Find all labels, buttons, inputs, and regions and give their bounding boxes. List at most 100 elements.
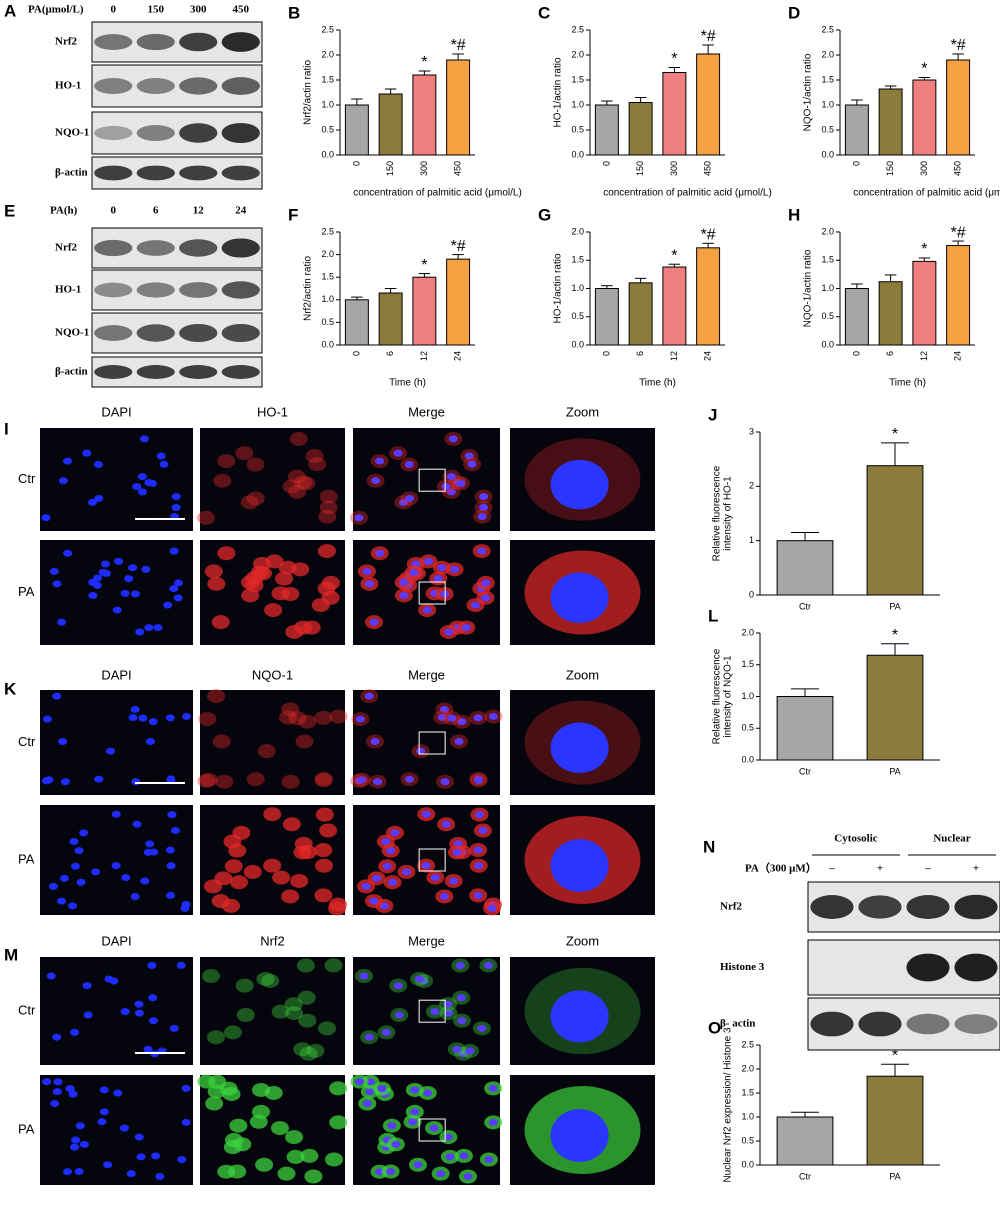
cell-stain xyxy=(217,454,236,469)
y-tick-label: 1.5 xyxy=(821,74,834,84)
blot-band xyxy=(906,895,950,919)
blot-band xyxy=(179,77,218,95)
nucleus xyxy=(452,848,462,856)
nucleus xyxy=(147,479,157,487)
x-tick-label: 450 xyxy=(953,161,963,176)
nucleus xyxy=(386,847,396,855)
y-tick-label: 2.0 xyxy=(321,249,334,259)
row-label: β-actin xyxy=(55,366,88,378)
nucleus xyxy=(439,705,449,713)
nucleus xyxy=(165,846,175,854)
cell-stain xyxy=(257,744,276,759)
y-tick-label: 2.5 xyxy=(741,1039,754,1049)
zoom-box xyxy=(418,999,446,1023)
y-tick-label: 0.0 xyxy=(741,1159,754,1169)
y-tick-label: 1.5 xyxy=(741,1087,754,1097)
error-bar xyxy=(601,285,613,289)
cell-stain xyxy=(229,1118,248,1133)
x-tick-label: Ctr xyxy=(799,1171,811,1181)
nucleus xyxy=(394,1011,404,1019)
y-tick-label: 1.0 xyxy=(321,294,334,304)
error-bar xyxy=(884,274,897,282)
blot-band xyxy=(94,34,133,50)
significance-mark: * xyxy=(421,257,427,274)
cell-stain xyxy=(275,571,294,586)
lane-label: 0 xyxy=(111,4,117,16)
nucleus xyxy=(398,498,408,506)
blot-band xyxy=(179,32,218,52)
cell-stain xyxy=(256,971,275,986)
micrograph xyxy=(200,540,345,645)
error-bar xyxy=(601,100,613,105)
nucleus xyxy=(401,868,411,876)
panel-letter: F xyxy=(288,205,298,224)
error-bar xyxy=(952,53,964,60)
nucleus xyxy=(169,1024,179,1032)
micrograph-bg xyxy=(200,428,345,531)
zoom-nucleus xyxy=(550,839,609,892)
y-tick-label: 0.0 xyxy=(321,339,334,349)
nucleus xyxy=(170,827,180,835)
bar xyxy=(412,276,437,346)
error-bar xyxy=(918,77,931,80)
x-tick-label: 150 xyxy=(635,161,645,176)
cell-stain xyxy=(213,473,232,488)
blot-band xyxy=(136,282,175,298)
nucleus xyxy=(111,810,121,818)
significance-mark: * xyxy=(421,54,427,71)
y-tick-label: 2.5 xyxy=(821,24,834,34)
y-tick-label: 1.0 xyxy=(821,99,834,109)
nucleus xyxy=(128,564,138,572)
zoom-box xyxy=(418,848,446,872)
panel-letter: O xyxy=(708,1018,721,1037)
nucleus xyxy=(458,1050,468,1058)
cell-stain xyxy=(300,1148,319,1163)
y-axis-title: Relative fluorescence xyxy=(712,648,723,744)
cell-stain xyxy=(199,772,218,787)
column-label: NQO-1 xyxy=(252,667,293,682)
nucleus xyxy=(454,738,464,746)
nucleus xyxy=(474,862,484,870)
cell-stain xyxy=(251,1082,270,1097)
nucleus xyxy=(46,972,56,980)
nucleus xyxy=(57,618,67,626)
x-tick-label: 300 xyxy=(669,161,679,176)
cell-stain xyxy=(293,845,312,860)
y-axis-title: Relative fluorescence xyxy=(712,465,723,561)
nucleus xyxy=(477,1024,487,1032)
y-tick-label: 0.5 xyxy=(821,311,834,321)
blot-band xyxy=(221,77,260,95)
nucleus xyxy=(483,961,493,969)
blot-band xyxy=(179,365,218,379)
panel-letter: E xyxy=(4,201,15,220)
nucleus xyxy=(71,1136,81,1144)
cell-stain xyxy=(233,1137,252,1152)
row-label: β- actin xyxy=(720,1018,755,1030)
nucleus xyxy=(391,1140,401,1148)
y-tick-label: 0.5 xyxy=(741,723,754,733)
significance-mark: *# xyxy=(701,28,716,45)
nucleus xyxy=(471,601,481,609)
nucleus xyxy=(148,718,158,726)
nucleus xyxy=(433,575,443,583)
nucleus xyxy=(173,594,183,602)
cell-stain xyxy=(235,446,254,461)
cell-stain xyxy=(211,894,230,909)
x-tick-label: Ctr xyxy=(799,601,811,611)
lane-label: 150 xyxy=(148,4,165,16)
cell-stain xyxy=(324,958,343,973)
nucleus xyxy=(449,877,459,885)
nucleus xyxy=(132,820,142,828)
nucleus xyxy=(68,902,78,910)
lane-label: 0 xyxy=(111,205,117,217)
nucleus xyxy=(145,840,155,848)
zoom-box xyxy=(418,468,446,492)
nucleus xyxy=(390,829,400,837)
nucleus xyxy=(381,1028,391,1036)
x-axis-title: Time (h) xyxy=(389,378,426,389)
nucleus xyxy=(362,1100,372,1108)
cell-stain xyxy=(282,817,301,832)
x-tick-label: 12 xyxy=(419,351,429,361)
blot-band xyxy=(221,365,260,379)
error-bar xyxy=(351,296,363,300)
